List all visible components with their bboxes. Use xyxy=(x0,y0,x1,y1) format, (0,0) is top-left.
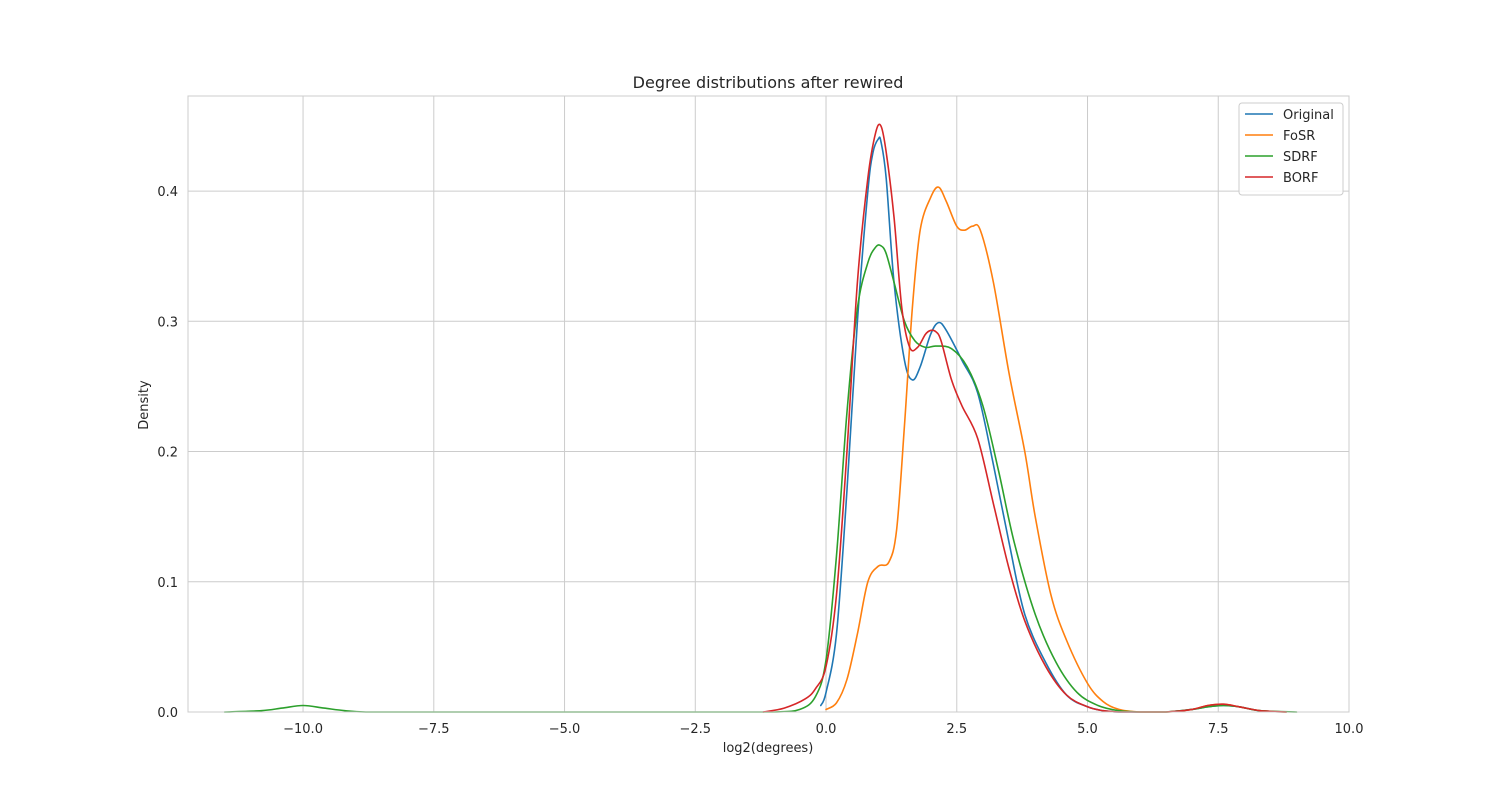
x-tick-label: −5.0 xyxy=(549,722,581,737)
x-tick-label: −10.0 xyxy=(283,722,323,737)
y-axis-label: Density xyxy=(137,380,152,430)
x-tick-label: 0.0 xyxy=(816,722,837,737)
x-tick-label: 5.0 xyxy=(1077,722,1098,737)
x-tick-label: −2.5 xyxy=(679,722,711,737)
x-tick-label: 2.5 xyxy=(946,722,967,737)
x-tick-label: −7.5 xyxy=(418,722,450,737)
legend-box xyxy=(1238,102,1344,196)
y-tick-label: 0.4 xyxy=(157,185,178,200)
chart-title: Degree distributions after rewired xyxy=(633,73,904,92)
plot-frame xyxy=(187,95,1350,713)
x-tick-label: 7.5 xyxy=(1208,722,1229,737)
legend: Original FoSR SDRF BORF xyxy=(1238,102,1344,196)
y-tick-label: 0.3 xyxy=(157,315,178,330)
plot-area xyxy=(188,96,1349,712)
x-tick-labels: −10.0 −7.5 −5.0 −2.5 0.0 2.5 5.0 7.5 10.0 xyxy=(283,722,1363,737)
y-tick-label: 0.1 xyxy=(157,576,178,591)
legend-label: BORF xyxy=(1283,171,1318,186)
x-axis-label: log2(degrees) xyxy=(723,741,814,756)
legend-label: Original xyxy=(1283,108,1334,123)
x-tick-label: 10.0 xyxy=(1335,722,1364,737)
legend-label: FoSR xyxy=(1283,129,1315,144)
legend-label: SDRF xyxy=(1283,150,1318,165)
y-tick-label: 0.0 xyxy=(157,706,178,721)
y-tick-labels: 0.0 0.1 0.2 0.3 0.4 xyxy=(157,185,178,721)
y-tick-label: 0.2 xyxy=(157,446,178,461)
